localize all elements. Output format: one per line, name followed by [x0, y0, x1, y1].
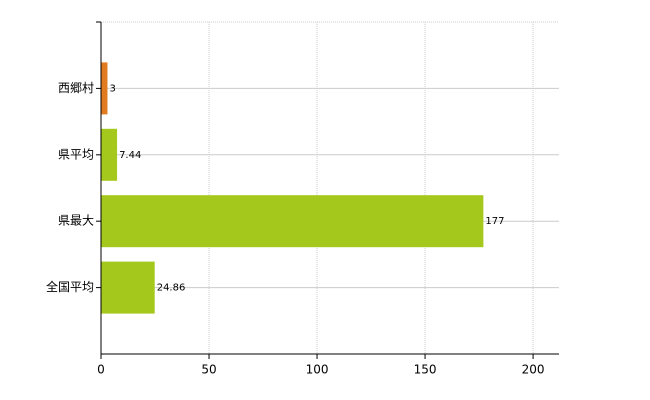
y-tick-label: 県平均	[58, 147, 94, 161]
data-label: 24.86	[157, 283, 186, 294]
x-tick-label: 150	[414, 363, 437, 377]
x-tick-label: 100	[306, 363, 329, 377]
data-label: 3	[109, 83, 115, 94]
bar	[101, 261, 155, 314]
bar	[101, 62, 108, 115]
x-tick-label: 50	[201, 363, 216, 377]
bar	[101, 195, 484, 248]
y-tick-label: 西郷村	[58, 81, 94, 95]
y-tick-label: 全国平均	[46, 279, 94, 294]
data-label: 177	[485, 216, 504, 227]
x-tick-label: 0	[97, 363, 105, 377]
y-tick-label: 県最大	[58, 214, 94, 228]
x-tick-label: 200	[522, 363, 545, 377]
bar	[101, 128, 118, 181]
data-label: 7.44	[119, 150, 141, 161]
